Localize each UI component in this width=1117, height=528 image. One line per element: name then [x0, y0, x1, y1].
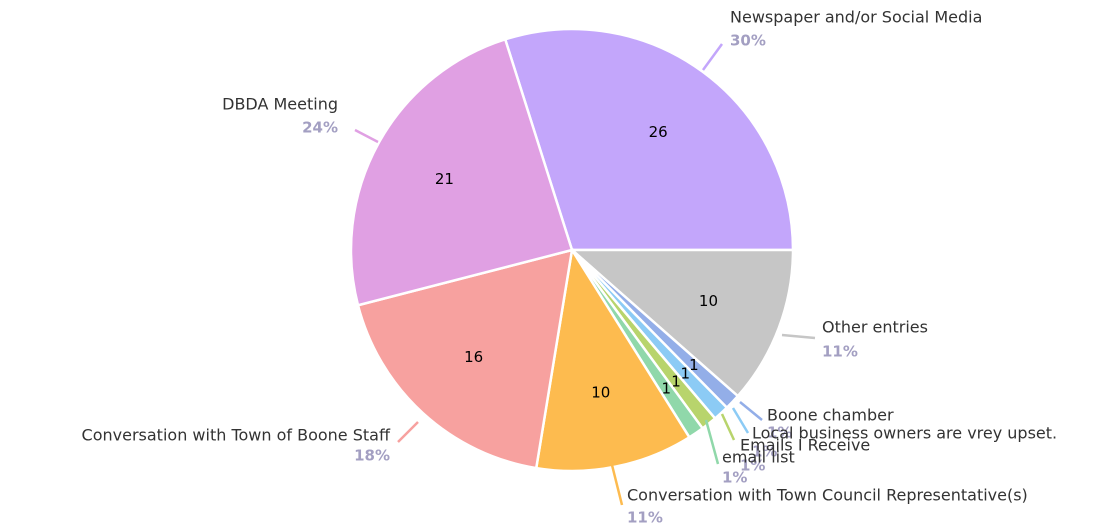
slice-percent: 30% [730, 32, 766, 50]
pie-slice [503, 27, 795, 252]
leader-line [720, 413, 736, 441]
leader-line [701, 43, 724, 71]
slice-value: 10 [699, 292, 718, 310]
slice-name: Emails I Receive [740, 436, 870, 455]
slice-name: Local business owners are vrey upset. [752, 424, 1057, 443]
slice-name: Boone chamber [767, 406, 894, 425]
slice-name: Newspaper and/or Social Media [730, 8, 982, 27]
slice-value: 1 [681, 365, 691, 383]
slice-name: Conversation with Town Council Represent… [627, 486, 1028, 505]
leader-line [731, 407, 750, 434]
leader-line [397, 421, 419, 443]
leader-line [354, 128, 379, 144]
slice-percent: 1% [722, 469, 747, 487]
slice-percent: 18% [354, 447, 390, 465]
slice-value: 26 [649, 123, 668, 141]
slice-value: 21 [435, 170, 454, 188]
leader-line [739, 401, 763, 421]
slice-percent: 1% [767, 424, 792, 442]
slice-name: Conversation with Town of Boone Staff [82, 426, 391, 445]
slice-value: 1 [671, 372, 681, 390]
slice-value: 1 [689, 356, 699, 374]
slice-name: DBDA Meeting [222, 95, 338, 114]
pie-slice [349, 37, 574, 307]
pie-slice [568, 248, 795, 398]
pie [349, 27, 795, 473]
slice-name: email list [722, 448, 795, 467]
slice-percent: 24% [302, 119, 338, 137]
slice-percent: 11% [822, 343, 858, 361]
slice-value: 16 [464, 348, 483, 366]
slice-percent: 11% [627, 509, 663, 527]
leader-line [781, 333, 816, 340]
leader-line [610, 464, 624, 506]
slice-value: 1 [661, 380, 671, 398]
leader-line [704, 419, 720, 465]
slice-percent: 1% [740, 457, 765, 475]
slice-name: Other entries [822, 318, 928, 337]
slice-percent: 1% [752, 443, 777, 461]
pie-slice [356, 248, 574, 470]
pie-slice [534, 246, 692, 473]
slice-value: 10 [591, 383, 610, 401]
